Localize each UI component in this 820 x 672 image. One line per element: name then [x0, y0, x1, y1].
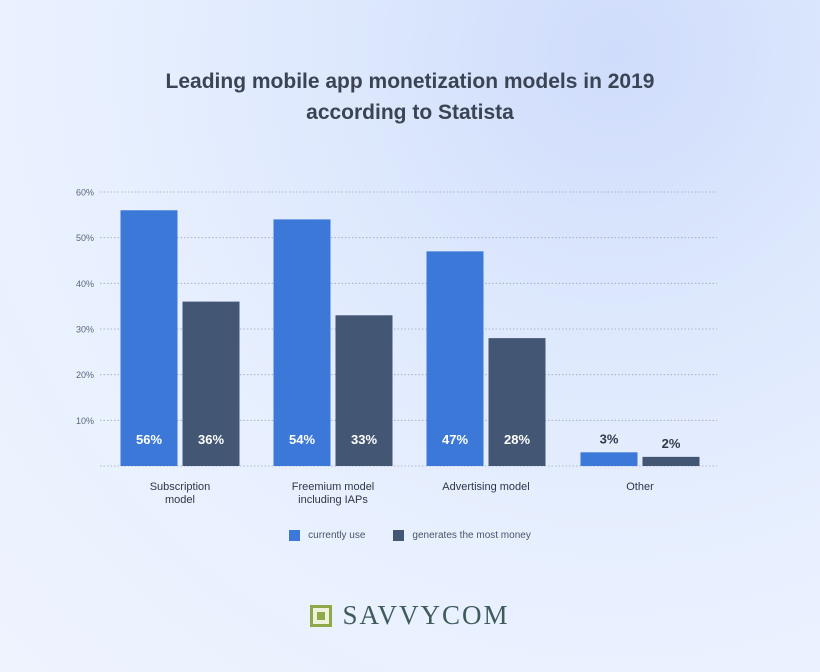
y-tick-label: 20%: [76, 370, 94, 380]
bar-generates-money: [642, 456, 700, 466]
chart-title-line-2: according to Statista: [306, 101, 514, 124]
bar-generates-money: [335, 315, 393, 466]
data-label: 36%: [198, 432, 224, 447]
legend-label-generates-money: generates the most money: [412, 530, 531, 541]
x-category-label: model: [165, 494, 195, 506]
savvycom-logo: SAVVYCOM: [0, 600, 820, 631]
y-tick-label: 40%: [76, 279, 94, 289]
legend-item-generates-money: generates the most money: [393, 530, 531, 541]
x-category-label: Subscription: [150, 481, 211, 493]
x-category-label: Advertising model: [442, 481, 529, 493]
chart-title-line-1: Leading mobile app monetization models i…: [165, 70, 655, 93]
data-label: 54%: [289, 432, 315, 447]
brand-name: SAVVYCOM: [342, 600, 510, 630]
bar-currently-use: [120, 210, 178, 466]
bar-chart: 10% 20% 30% 40% 50% 60% 56% 54% 47% 3% 36% 33% 28% 2%…: [76, 188, 717, 506]
x-category-label: including IAPs: [298, 494, 368, 506]
legend-swatch-generates-money: [393, 530, 405, 541]
y-tick-label: 10%: [76, 416, 94, 426]
legend-item-currently-use: currently use: [289, 530, 365, 541]
bar-generates-money: [488, 338, 546, 466]
x-category-label: Freemium model: [292, 481, 375, 493]
data-label: 3%: [600, 431, 619, 446]
legend-swatch-currently-use: [289, 530, 301, 541]
savvycom-square-logo-icon: [310, 604, 333, 627]
bar-currently-use: [580, 452, 638, 466]
y-tick-label: 50%: [76, 233, 94, 243]
y-tick-label: 60%: [76, 188, 94, 198]
data-label: 28%: [504, 432, 530, 447]
bar-currently-use: [426, 251, 484, 466]
legend-label-currently-use: currently use: [308, 530, 366, 541]
chart-title: Leading mobile app monetization models i…: [0, 66, 820, 128]
data-label: 2%: [662, 436, 681, 451]
bar-generates-money: [182, 301, 240, 466]
data-label: 47%: [442, 432, 468, 447]
bar-currently-use: [273, 219, 331, 466]
y-tick-label: 30%: [76, 325, 94, 335]
data-label: 33%: [351, 432, 377, 447]
x-category-label: Other: [626, 481, 654, 493]
data-label: 56%: [136, 432, 162, 447]
chart-legend: currently use generates the most money: [0, 530, 820, 541]
